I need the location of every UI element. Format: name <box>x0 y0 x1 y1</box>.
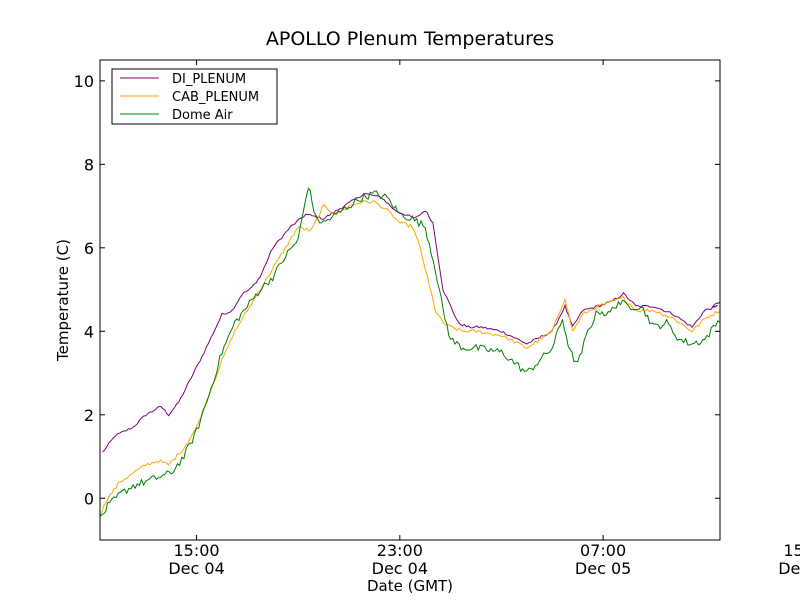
plot-area <box>99 59 721 541</box>
y-tick-label: 6 <box>84 239 94 258</box>
x-tick-label-time: 15:00 <box>783 541 800 560</box>
legend-label-dome-air: Dome Air <box>172 108 233 123</box>
y-tick-label: 8 <box>84 155 94 174</box>
y-tick-label: 0 <box>84 489 94 508</box>
series-line-cab-plenum <box>100 199 720 517</box>
y-axis-label: Temperature (C) <box>54 239 72 362</box>
x-tick-label-date: Dec 04 <box>372 559 428 578</box>
plot-frame <box>99 59 721 541</box>
x-tick-label-date: Dec 04 <box>168 559 224 578</box>
x-tick-label-time: 23:00 <box>377 541 423 560</box>
y-tick-label: 10 <box>74 72 94 91</box>
x-tick-label-time: 07:00 <box>580 541 626 560</box>
x-axis-label: Date (GMT) <box>367 577 453 595</box>
legend-label-cab-plenum: CAB_PLENUM <box>172 90 259 105</box>
chart-title: APOLLO Plenum Temperatures <box>266 28 554 50</box>
series-lines <box>100 187 720 517</box>
legend: DI_PLENUM CAB_PLENUM Dome Air <box>111 68 278 125</box>
legend-label-di-plenum: DI_PLENUM <box>172 72 246 87</box>
series-line-dome-air <box>100 187 720 517</box>
x-tick-label-time: 15:00 <box>174 541 220 560</box>
y-axis: 0 2 4 6 8 10 <box>74 72 720 508</box>
y-tick-label: 2 <box>84 406 94 425</box>
series-line-di-plenum <box>102 192 720 453</box>
y-tick-label: 4 <box>84 322 94 341</box>
x-tick-label-date: Dec 05 <box>575 559 631 578</box>
x-tick-label-date: Dec 05 <box>778 559 800 578</box>
